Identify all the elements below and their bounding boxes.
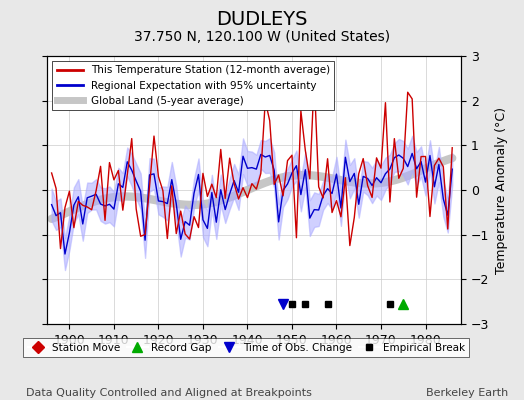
Text: 37.750 N, 120.100 W (United States): 37.750 N, 120.100 W (United States)	[134, 30, 390, 44]
Legend: This Temperature Station (12-month average), Regional Expectation with 95% uncer: This Temperature Station (12-month avera…	[52, 61, 334, 110]
Legend: Station Move, Record Gap, Time of Obs. Change, Empirical Break: Station Move, Record Gap, Time of Obs. C…	[24, 338, 469, 357]
Text: DUDLEYS: DUDLEYS	[216, 10, 308, 29]
Text: Berkeley Earth: Berkeley Earth	[426, 388, 508, 398]
Y-axis label: Temperature Anomaly (°C): Temperature Anomaly (°C)	[495, 106, 508, 274]
Text: Data Quality Controlled and Aligned at Breakpoints: Data Quality Controlled and Aligned at B…	[26, 388, 312, 398]
